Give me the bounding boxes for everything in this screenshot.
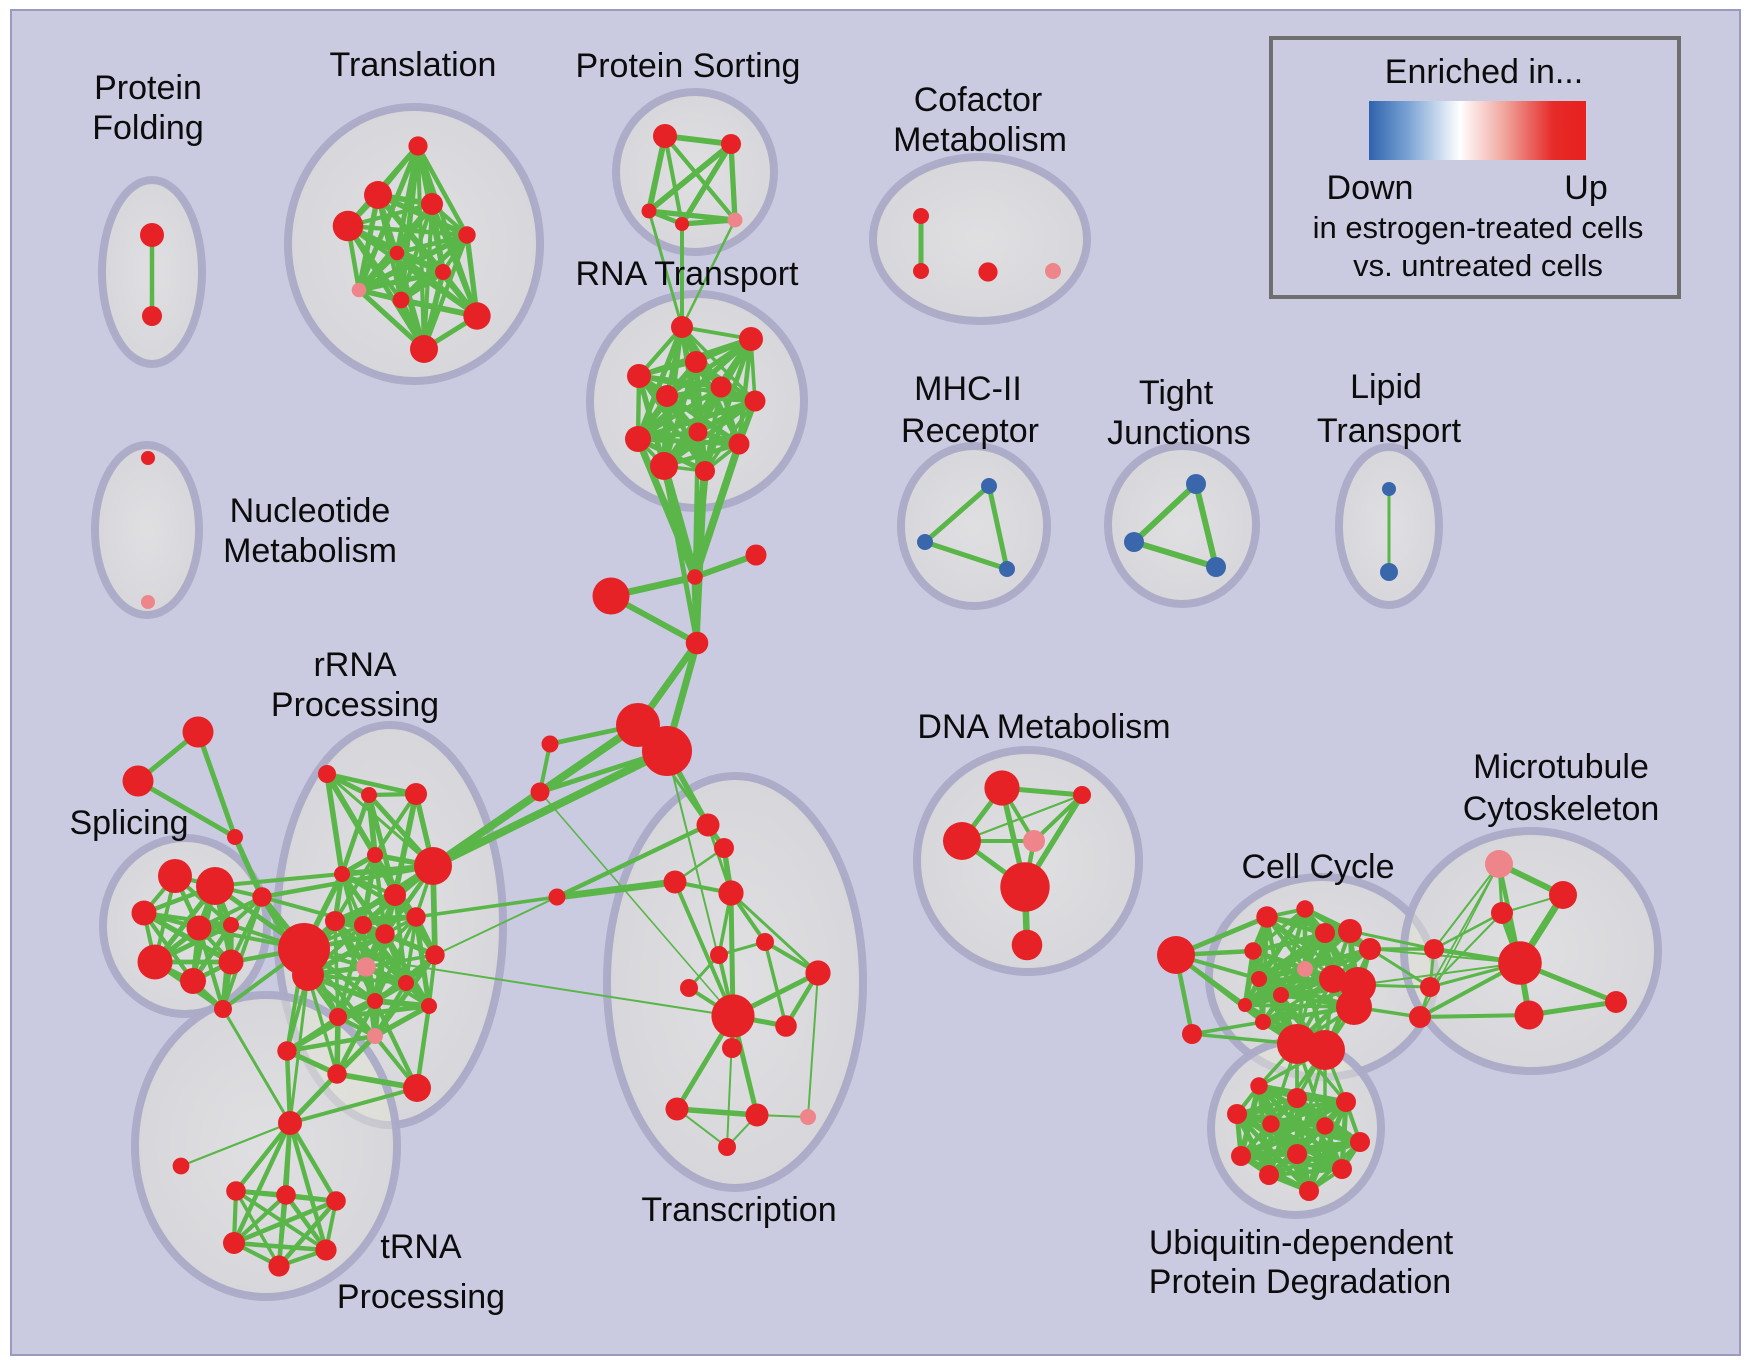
svg-text:RNA Transport: RNA Transport bbox=[576, 255, 800, 293]
svg-text:Cytoskeleton: Cytoskeleton bbox=[1463, 790, 1660, 828]
svg-text:Translation: Translation bbox=[330, 46, 497, 84]
svg-text:Microtubule: Microtubule bbox=[1473, 748, 1649, 786]
svg-text:Lipid: Lipid bbox=[1350, 368, 1422, 406]
svg-text:MHC-II: MHC-II bbox=[914, 370, 1022, 408]
svg-text:Protein: Protein bbox=[94, 69, 202, 107]
svg-text:Nucleotide: Nucleotide bbox=[230, 492, 391, 530]
svg-text:Up: Up bbox=[1564, 169, 1607, 207]
svg-text:in estrogen-treated cells: in estrogen-treated cells bbox=[1313, 210, 1644, 245]
svg-text:Ubiquitin-dependent: Ubiquitin-dependent bbox=[1149, 1224, 1454, 1262]
svg-text:tRNA: tRNA bbox=[380, 1228, 462, 1266]
svg-text:Processing: Processing bbox=[337, 1278, 505, 1316]
svg-text:Tight: Tight bbox=[1139, 374, 1214, 412]
svg-text:Processing: Processing bbox=[271, 686, 439, 724]
svg-text:Junctions: Junctions bbox=[1107, 414, 1251, 452]
svg-text:Protein Sorting: Protein Sorting bbox=[576, 47, 801, 85]
svg-text:rRNA: rRNA bbox=[313, 646, 396, 684]
svg-text:Metabolism: Metabolism bbox=[223, 532, 397, 570]
svg-text:Metabolism: Metabolism bbox=[893, 121, 1067, 159]
svg-text:Down: Down bbox=[1327, 169, 1414, 207]
svg-text:Folding: Folding bbox=[92, 109, 204, 147]
svg-text:Cofactor: Cofactor bbox=[914, 81, 1043, 119]
svg-text:DNA Metabolism: DNA Metabolism bbox=[917, 708, 1170, 746]
svg-text:Transcription: Transcription bbox=[641, 1191, 836, 1229]
svg-text:Cell Cycle: Cell Cycle bbox=[1241, 848, 1394, 886]
svg-text:Transport: Transport bbox=[1317, 412, 1462, 450]
svg-text:Enriched in...: Enriched in... bbox=[1385, 53, 1583, 91]
svg-text:Receptor: Receptor bbox=[901, 412, 1039, 450]
svg-text:vs. untreated cells: vs. untreated cells bbox=[1353, 248, 1603, 283]
svg-text:Splicing: Splicing bbox=[69, 804, 188, 842]
svg-text:Protein Degradation: Protein Degradation bbox=[1149, 1263, 1451, 1301]
